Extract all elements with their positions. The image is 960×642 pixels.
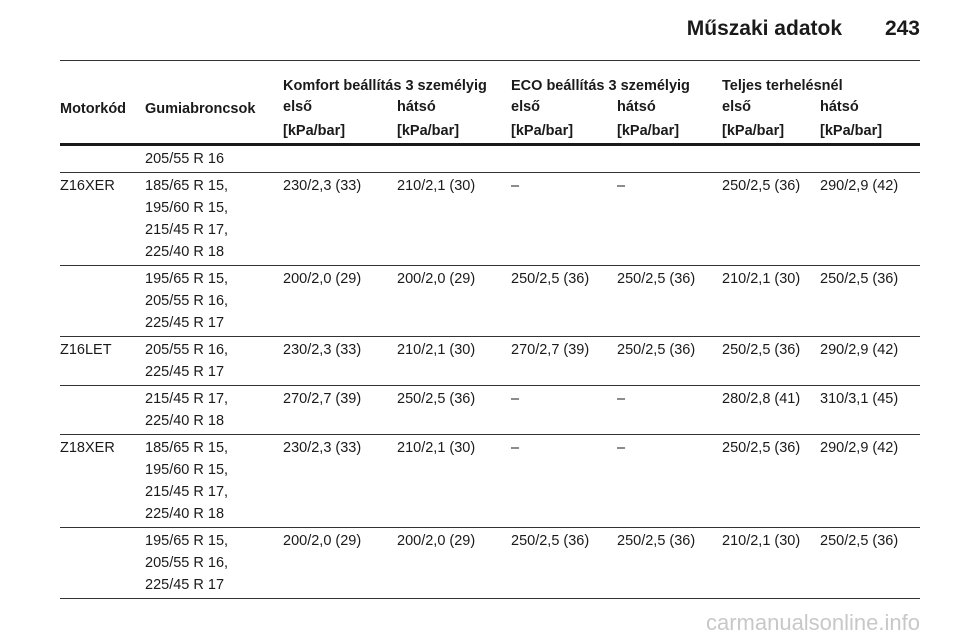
tire-cell: 205/55 R 16, 225/45 R 17 [145, 339, 283, 383]
pressure-value: 230/2,3 (33) [283, 440, 362, 456]
subheader: első [722, 99, 752, 115]
table-row: Z16LET 205/55 R 16, 225/45 R 17 230/2,3 (33… [60, 337, 920, 386]
subheader: első [283, 99, 313, 115]
tire-size: 195/65 R 15, [145, 271, 229, 287]
pressure-value: 200/2,0 (29) [397, 271, 476, 287]
column-header: Gumiabroncsok [145, 100, 256, 117]
pressure-value: 280/2,8 (41) [722, 391, 801, 407]
table-header: Motorkód Gumiabroncsok Komfort beállítás 3… [60, 76, 920, 146]
group-header: Teljes terhelésnél [722, 78, 843, 94]
tire-size: 215/45 R 17, [145, 484, 229, 500]
subheader: hátsó [820, 99, 859, 115]
pressure-value: 250/2,5 (36) [722, 342, 801, 358]
engine-code: Z18XER [60, 440, 115, 456]
tire-cell: 195/65 R 15, 205/55 R 16, 225/45 R 17 [145, 530, 283, 596]
pressure-value: 210/2,1 (30) [722, 271, 801, 287]
pressure-value: 310/3,1 (45) [820, 391, 899, 407]
table-row: 195/65 R 15, 205/55 R 16, 225/45 R 17 200/2… [60, 266, 920, 337]
unit-label: [kPa/bar] [511, 123, 574, 139]
pressure-value: 230/2,3 (33) [283, 178, 362, 194]
tire-cell: 215/45 R 17, 225/40 R 18 [145, 388, 283, 432]
pressure-value: – [617, 440, 626, 456]
unit-label: [kPa/bar] [820, 123, 883, 139]
tire-size: 225/40 R 18 [145, 506, 225, 522]
pressure-value: 210/2,1 (30) [397, 440, 476, 456]
tire-size: 195/60 R 15, [145, 462, 229, 478]
tire-size: 225/45 R 17 [145, 364, 225, 380]
tire-size: 205/55 R 16, [145, 293, 229, 309]
unit-label: [kPa/bar] [722, 123, 785, 139]
pressure-value: – [511, 391, 520, 407]
tire-size: 205/55 R 16, [145, 555, 229, 571]
pressure-value: 200/2,0 (29) [397, 533, 476, 549]
pressure-value: 250/2,5 (36) [511, 271, 590, 287]
pressure-value: 250/2,5 (36) [722, 440, 801, 456]
header-rule [60, 60, 920, 61]
tire-size: 225/40 R 18 [145, 244, 225, 260]
subheader: hátsó [397, 99, 436, 115]
subheader: hátsó [617, 99, 656, 115]
tire-size: 225/45 R 17 [145, 577, 225, 593]
pressure-value: 250/2,5 (36) [820, 533, 899, 549]
tire-cell: 195/65 R 15, 205/55 R 16, 225/45 R 17 [145, 268, 283, 334]
engine-code: Z16LET [60, 342, 112, 358]
tire-size: 215/45 R 17, [145, 391, 229, 407]
pressure-value: 210/2,1 (30) [397, 178, 476, 194]
pressure-value: – [617, 178, 626, 194]
pressure-value: – [617, 391, 626, 407]
tire-size: 195/60 R 15, [145, 200, 229, 216]
group-header: ECO beállítás 3 személyig [511, 78, 690, 94]
table-row: Z16XER 185/65 R 15, 195/60 R 15, 215/45 R 1… [60, 173, 920, 266]
pressure-value: 250/2,5 (36) [617, 342, 696, 358]
column-header: Motorkód [60, 100, 127, 117]
pressure-value: 250/2,5 (36) [617, 533, 696, 549]
pressure-value: 250/2,5 (36) [820, 271, 899, 287]
pressure-value: – [511, 178, 520, 194]
subheader: első [511, 99, 541, 115]
tire-cell: 205/55 R 16 [145, 148, 283, 170]
pressure-value: – [511, 440, 520, 456]
table-row: 195/65 R 15, 205/55 R 16, 225/45 R 17 200/2… [60, 528, 920, 599]
pressure-value: 210/2,1 (30) [397, 342, 476, 358]
pressure-value: 230/2,3 (33) [283, 342, 362, 358]
tire-size: 195/65 R 15, [145, 533, 229, 549]
tire-cell: 185/65 R 15, 195/60 R 15, 215/45 R 17, 225/… [145, 437, 283, 525]
unit-label: [kPa/bar] [397, 123, 460, 139]
unit-label: [kPa/bar] [617, 123, 680, 139]
tire-cell: 185/65 R 15, 195/60 R 15, 215/45 R 17, 225/… [145, 175, 283, 263]
page-title: Műszaki adatok [686, 17, 842, 40]
table-row: 205/55 R 16 [60, 146, 920, 173]
pressure-value: 200/2,0 (29) [283, 533, 362, 549]
tire-size: 185/65 R 15, [145, 178, 229, 194]
unit-label: [kPa/bar] [283, 123, 346, 139]
pressure-value: 250/2,5 (36) [397, 391, 476, 407]
pressure-value: 200/2,0 (29) [283, 271, 362, 287]
table-row: 215/45 R 17, 225/40 R 18 270/2,7 (39) 250/2… [60, 386, 920, 435]
pressure-value: 250/2,5 (36) [722, 178, 801, 194]
tire-size: 205/55 R 16 [145, 151, 225, 167]
tire-size: 185/65 R 15, [145, 440, 229, 456]
pressure-value: 290/2,9 (42) [820, 440, 899, 456]
table-row: Z18XER 185/65 R 15, 195/60 R 15, 215/45 R 1… [60, 435, 920, 528]
pressure-value: 250/2,5 (36) [511, 533, 590, 549]
pressure-value: 270/2,7 (39) [283, 391, 362, 407]
page-number: 243 [884, 17, 920, 40]
pressure-value: 250/2,5 (36) [617, 271, 696, 287]
watermark: carmanualsonline.info [705, 610, 920, 635]
group-header: Komfort beállítás 3 személyig [283, 78, 487, 94]
pressure-value: 290/2,9 (42) [820, 178, 899, 194]
pressure-value: 270/2,7 (39) [511, 342, 590, 358]
pressure-value: 290/2,9 (42) [820, 342, 899, 358]
table: Motorkód Gumiabroncsok Komfort beállítás 3… [60, 76, 920, 599]
tire-size: 205/55 R 16, [145, 342, 229, 358]
tire-size: 225/45 R 17 [145, 315, 225, 331]
tire-size: 225/40 R 18 [145, 413, 225, 429]
engine-code: Z16XER [60, 178, 115, 194]
tire-size: 215/45 R 17, [145, 222, 229, 238]
pressure-value: 210/2,1 (30) [722, 533, 801, 549]
